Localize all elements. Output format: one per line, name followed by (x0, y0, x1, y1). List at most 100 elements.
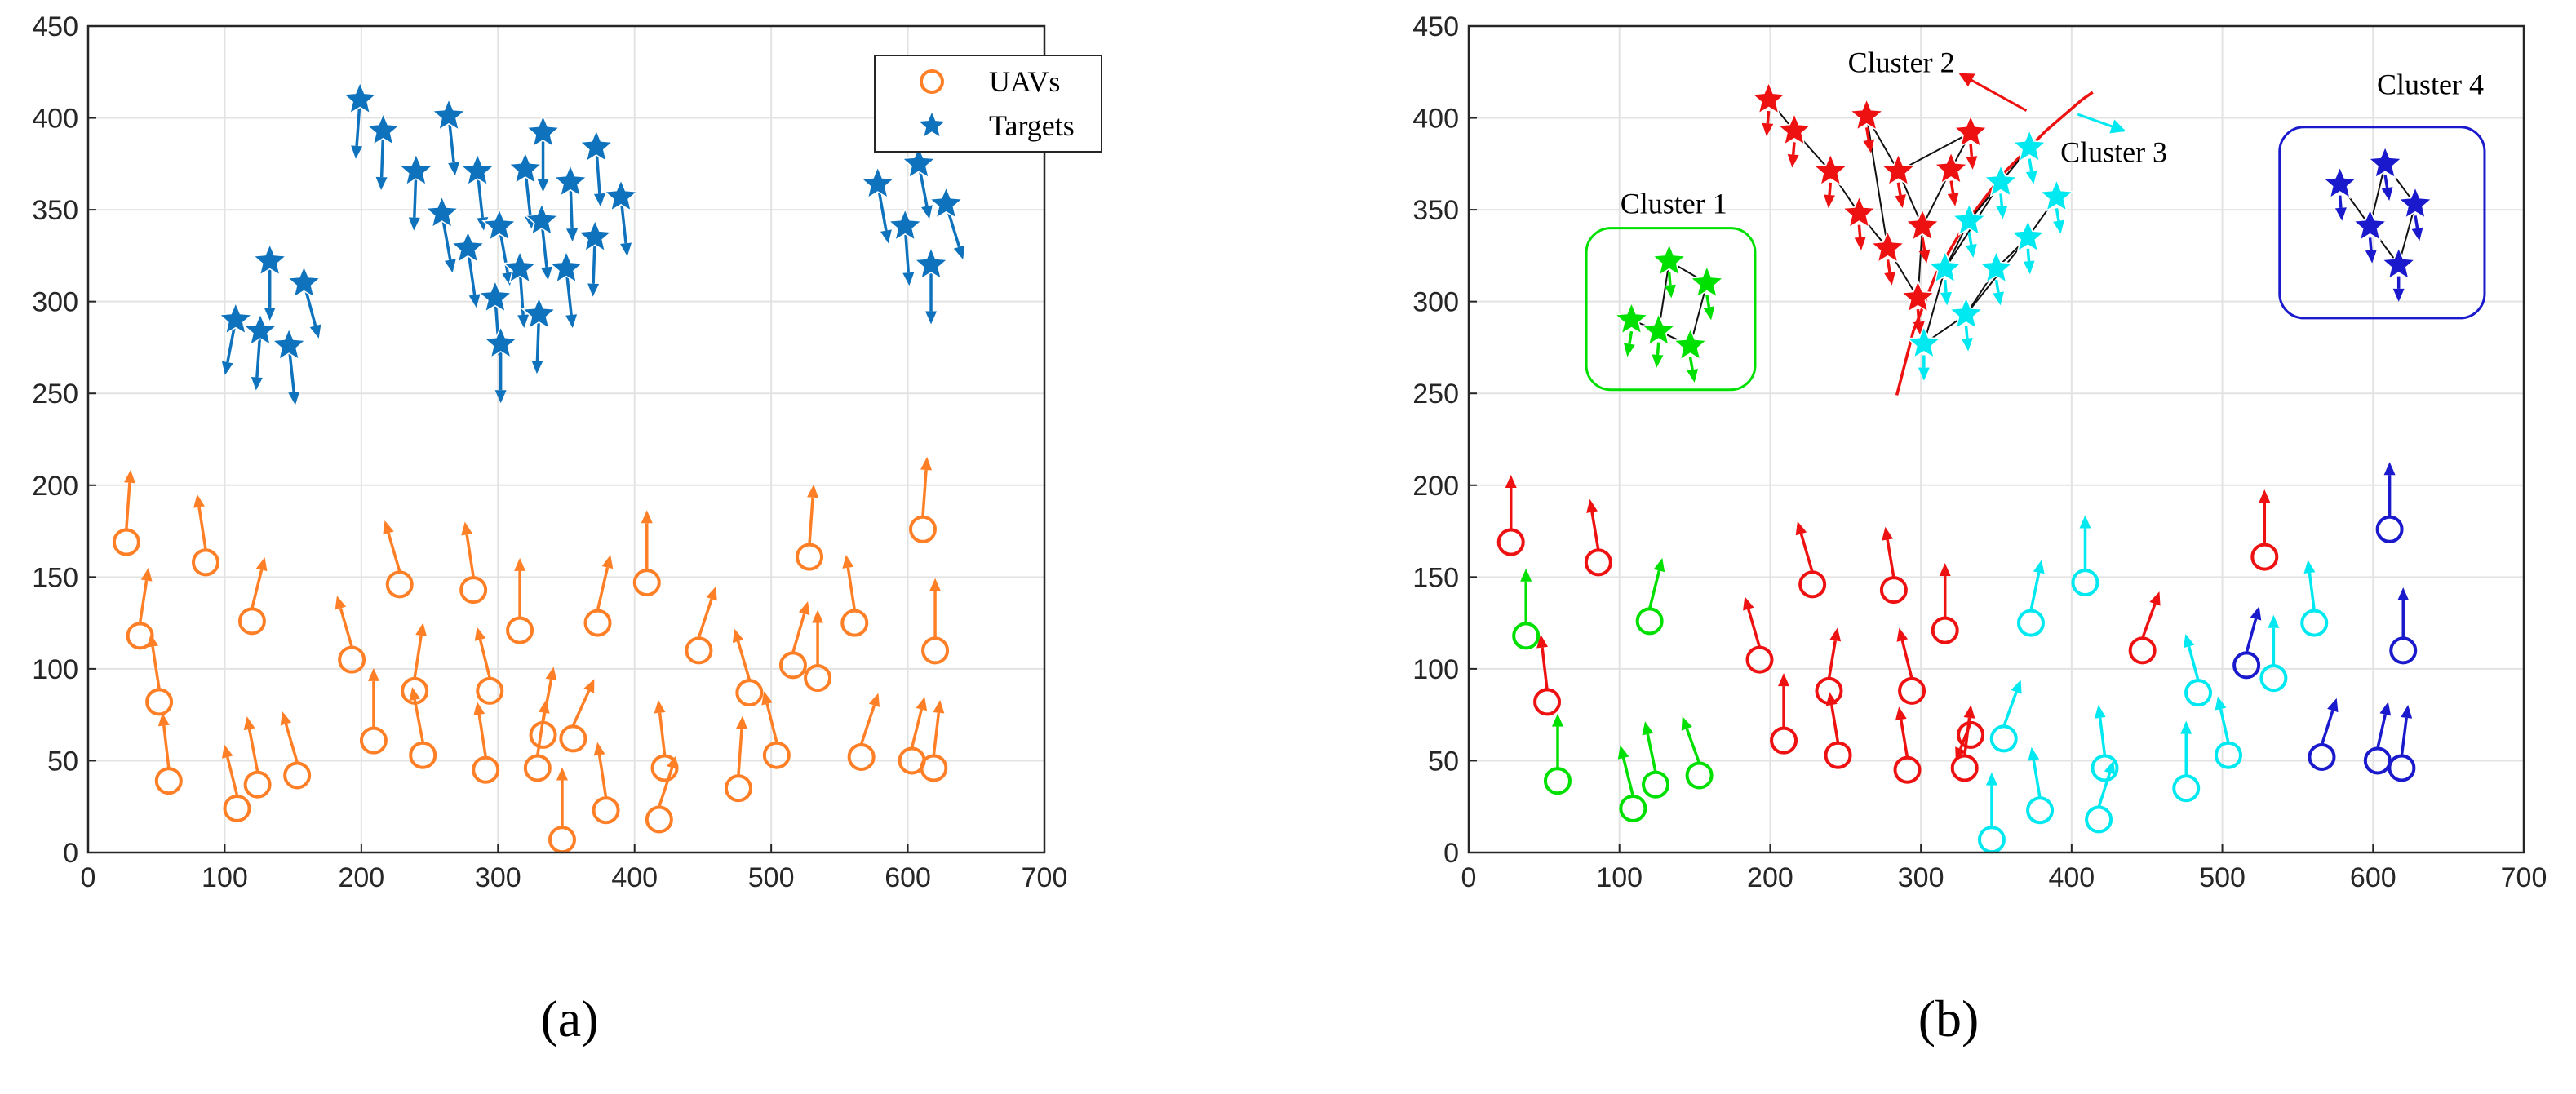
arrow-head (540, 266, 552, 281)
uav-marker (283, 761, 312, 790)
uav-marker (2308, 742, 2336, 771)
arrow-head (587, 283, 600, 297)
target-marker (1869, 229, 1906, 264)
arrow-head (1985, 772, 1997, 786)
uav-heading-arrow (147, 633, 161, 689)
uav-heading-arrow (251, 556, 268, 609)
arrow-head (1918, 249, 1931, 264)
arrow-shaft (737, 729, 743, 776)
tick-labels: 0 100 200 300 400 500 600 700 0 50 100 150 200 250 300… (1412, 11, 2547, 893)
target-marker (1926, 250, 1963, 284)
arrow-shaft (1886, 539, 1895, 578)
arrow-shaft (2368, 237, 2373, 250)
arrow-shaft (2245, 618, 2258, 653)
arrow-head (193, 494, 205, 508)
uav-marker (243, 770, 272, 799)
arrow-shaft (1647, 570, 1661, 609)
uav-heading-arrow (920, 457, 933, 516)
target-heading-arrow (1913, 309, 1925, 335)
target-marker (525, 113, 561, 148)
uav-marker (2071, 569, 2099, 597)
arrow-head (2401, 705, 2413, 719)
legend-label-uavs: UAVs (989, 65, 1060, 98)
target-marker (481, 207, 517, 241)
arrow-shaft (1667, 272, 1672, 286)
arrow-head (2259, 489, 2271, 503)
panel-label-a: (a) (540, 990, 598, 1047)
tick-labels: 0 100 200 300 400 500 600 700 0 50 100 150 200 250 300… (32, 11, 1067, 893)
target-marker (2352, 207, 2388, 241)
uav-marker (476, 676, 504, 705)
arrow-head (1795, 520, 1807, 536)
arrow-shaft (138, 580, 149, 623)
arrow-head (566, 228, 579, 242)
uav-marker (1950, 754, 1979, 782)
arrow-head (933, 699, 945, 714)
uav-marker (920, 754, 948, 782)
arrow-head (461, 521, 473, 536)
arrow-head (415, 622, 428, 637)
arrow-head (2215, 696, 2227, 711)
arrow-head (902, 272, 915, 286)
arrow-head (255, 556, 268, 572)
cluster-series (1512, 242, 1725, 822)
arrow-shaft (162, 725, 171, 768)
arrow-head (1536, 634, 1549, 649)
uav-heading-arrow (541, 667, 557, 723)
target-marker (1933, 150, 1969, 185)
x-tick-label: 0 (1461, 862, 1477, 893)
uav-heading-arrow (654, 699, 667, 755)
arrow-shaft (2414, 215, 2419, 229)
target-heading-arrow (1762, 110, 1774, 137)
arrow-head (408, 217, 420, 231)
uav-heading-arrow (2303, 560, 2316, 611)
arrow-head (1829, 627, 1842, 642)
arrow-shaft (1830, 704, 1840, 743)
uav-heading-arrow (2029, 560, 2045, 611)
uav-heading-arrow (157, 712, 171, 768)
y-tick-label: 50 (1428, 746, 1459, 777)
arrow-head (2094, 705, 2106, 719)
target-marker (502, 250, 538, 284)
cluster-series (2232, 144, 2433, 782)
uav-marker (1879, 576, 1908, 605)
uav-marker (921, 636, 950, 665)
arrow-head (1586, 498, 1598, 513)
arrow-head (474, 627, 486, 641)
arrow-shaft (1747, 609, 1762, 649)
arrow-shaft (2032, 760, 2042, 799)
x-tick-label: 200 (1747, 862, 1793, 893)
uav-heading-arrow (1882, 526, 1895, 578)
target-heading-arrow (1895, 182, 1906, 209)
arrow-shaft (1656, 342, 1660, 356)
target-heading-arrow (1961, 326, 1973, 352)
target-heading-arrow (2334, 195, 2347, 221)
target-heading-arrow (1966, 144, 1978, 170)
arrow-shaft (1628, 330, 1634, 344)
arrow-head (1863, 139, 1875, 153)
arrow-head (1895, 194, 1906, 209)
uav-heading-arrow (910, 697, 928, 748)
arrow-shaft (921, 469, 928, 516)
target-marker (521, 295, 557, 330)
target-link (1897, 131, 1971, 172)
uav-marker (632, 569, 661, 597)
arrow-shaft (226, 756, 239, 796)
arrow-head (2028, 746, 2040, 761)
y-tick-label: 50 (47, 746, 78, 777)
target-marker (1672, 326, 1709, 361)
target-heading-arrow (1687, 357, 1699, 383)
data-marks (1496, 81, 2433, 854)
x-tick-label: 600 (2350, 862, 2396, 893)
uav-heading-arrow (1825, 692, 1840, 743)
uav-heading-arrow (1681, 716, 1701, 764)
arrow-shaft (1994, 279, 2000, 293)
uav-marker (2300, 609, 2329, 637)
arrow-head (545, 667, 557, 681)
arrow-shaft (1921, 237, 1926, 251)
target-marker (242, 312, 278, 347)
arrow-head (1687, 368, 1699, 383)
target-heading-arrow (1624, 330, 1635, 357)
target-marker (859, 165, 896, 200)
uav-marker (529, 720, 557, 749)
